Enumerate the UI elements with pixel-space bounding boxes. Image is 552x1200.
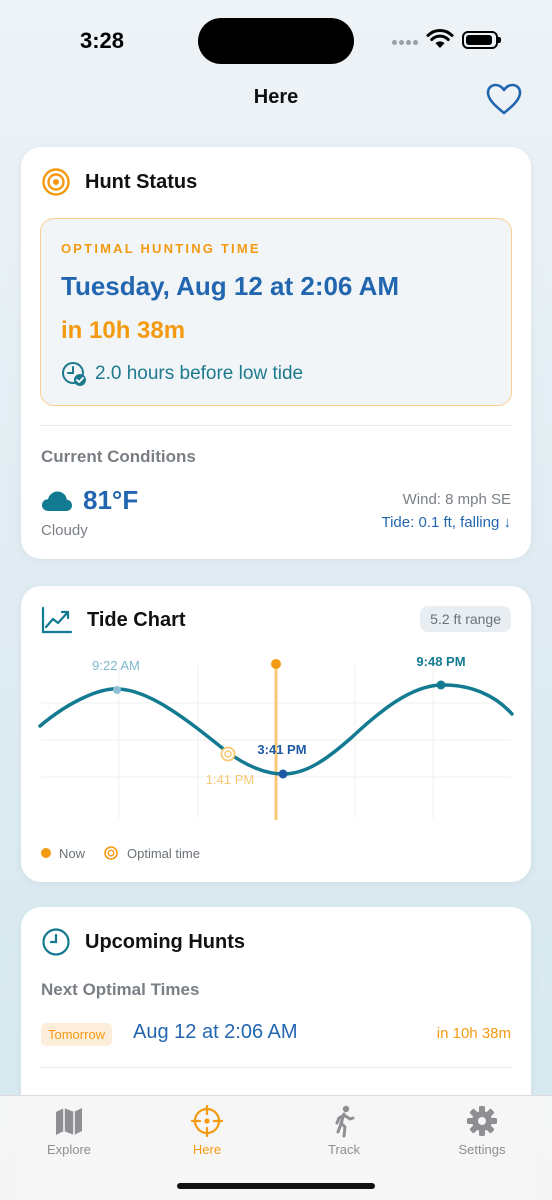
wind-readout: Wind: 8 mph SE: [402, 491, 511, 508]
now-marker: [271, 659, 281, 669]
tide-relation: 2.0 hours before low tide: [61, 361, 303, 387]
day-badge: Tomorrow: [41, 1023, 113, 1046]
low-tide-label: 3:41 PM: [257, 742, 306, 757]
low-tide-marker: [278, 769, 288, 779]
gear-icon: [467, 1106, 497, 1136]
tab-here[interactable]: Here: [157, 1104, 257, 1157]
temperature-row: 81°F: [41, 485, 138, 516]
tab-explore[interactable]: Explore: [19, 1104, 119, 1157]
wifi-icon: [426, 28, 454, 48]
optimal-legend-label: Optimal time: [127, 845, 200, 861]
tab-settings[interactable]: Settings: [432, 1104, 532, 1157]
current-conditions-label: Current Conditions: [41, 447, 196, 466]
optimal-time-label: 1:41 PM: [206, 772, 254, 787]
tab-label: Track: [327, 1142, 361, 1157]
tide-chart[interactable]: 9:22 AM 3:41 PM 1:41 PM 9:48 PM: [21, 648, 531, 833]
home-indicator: [177, 1183, 375, 1189]
dynamic-island: [198, 18, 354, 64]
tab-label: Settings: [458, 1142, 506, 1157]
next-optimal-label: Next Optimal Times: [41, 980, 200, 999]
tab-label: Explore: [46, 1142, 92, 1157]
map-icon: [56, 1108, 82, 1135]
high-tide-marker: [436, 680, 446, 690]
walking-icon: [335, 1105, 355, 1138]
chart-legend: Now Optimal time: [41, 845, 200, 861]
clock-icon: [42, 928, 70, 956]
optimal-label: OPTIMAL HUNTING TIME: [61, 241, 261, 256]
high-tide-label: 9:22 AM: [92, 658, 140, 673]
hunt-status-card: Hunt Status OPTIMAL HUNTING TIME Tuesday…: [21, 147, 531, 559]
tide-relation-text: 2.0 hours before low tide: [95, 363, 304, 384]
optimal-legend-icon: [104, 846, 118, 860]
status-time: 3:28: [80, 28, 125, 53]
upcoming-hunts-title: Upcoming Hunts: [85, 930, 245, 953]
tab-label: Here: [192, 1142, 222, 1157]
tab-track[interactable]: Track: [294, 1104, 394, 1157]
status-bar: 3:28: [0, 0, 552, 80]
cloud-icon: [42, 491, 72, 511]
divider: [41, 1067, 511, 1068]
crosshair-icon: [190, 1104, 224, 1138]
hunt-row[interactable]: Tomorrow Aug 12 at 2:06 AM in 10h 38m: [41, 1015, 511, 1055]
now-legend-dot: [41, 848, 51, 858]
signal-icon: [392, 40, 420, 46]
hunt-countdown: in 10h 38m: [436, 1025, 511, 1042]
clock-check-icon: [62, 362, 86, 386]
weather-condition: Cloudy: [41, 522, 88, 539]
tide-chart-header: Tide Chart: [41, 606, 186, 634]
battery-icon: [462, 31, 501, 49]
hunt-status-header: Hunt Status: [41, 167, 197, 197]
upcoming-hunts-header: Upcoming Hunts: [41, 927, 245, 957]
divider: [41, 425, 511, 426]
page-title: Here: [253, 86, 299, 108]
hunt-date: Aug 12 at 2:06 AM: [133, 1021, 298, 1043]
temperature: 81°F: [83, 485, 139, 515]
high-tide-label: 9:48 PM: [416, 654, 465, 669]
high-tide-marker: [113, 686, 121, 694]
tide-chart-title: Tide Chart: [87, 608, 186, 631]
optimal-countdown: in 10h 38m: [61, 317, 186, 344]
target-icon: [42, 168, 70, 196]
tide-range-badge: 5.2 ft range: [420, 606, 511, 632]
trend-chart-icon: [41, 606, 73, 634]
favorite-heart-icon[interactable]: [484, 80, 524, 120]
tide-chart-card: Tide Chart 5.2 ft range 9:22 AM 3:41 PM …: [21, 586, 531, 882]
optimal-marker: [220, 746, 236, 762]
optimal-date: Tuesday, Aug 12 at 2:06 AM: [61, 271, 400, 301]
tide-readout: Tide: 0.1 ft, falling ↓: [381, 514, 511, 531]
optimal-time-box[interactable]: OPTIMAL HUNTING TIME Tuesday, Aug 12 at …: [40, 218, 512, 406]
hunt-status-title: Hunt Status: [85, 170, 198, 193]
tab-bar: Explore Here Track: [0, 1095, 552, 1200]
now-legend-label: Now: [59, 845, 86, 861]
